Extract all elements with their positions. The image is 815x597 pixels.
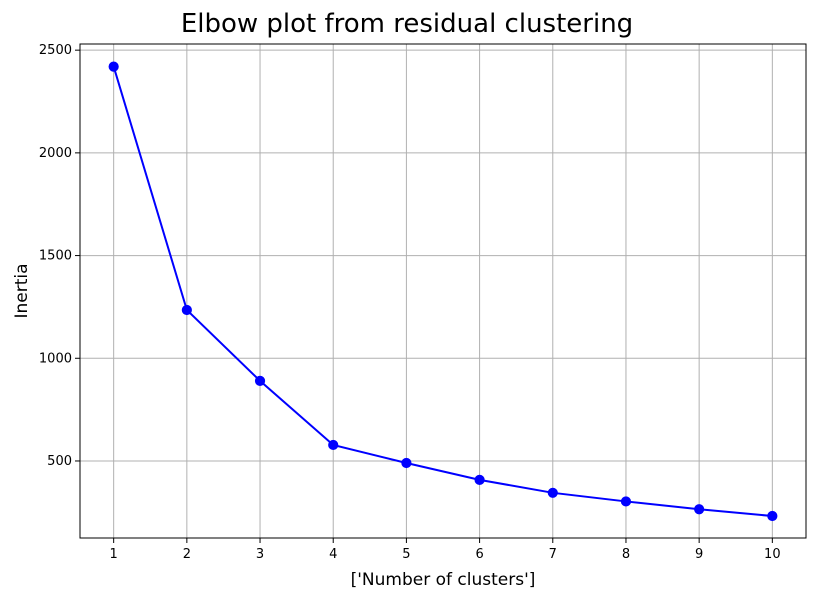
data-point-5 xyxy=(401,457,412,469)
x-axis-label: ['Number of clusters'] xyxy=(351,570,536,590)
x-tick-label: 3 xyxy=(256,547,264,562)
y-tick-label: 1000 xyxy=(39,351,72,366)
series-layer xyxy=(108,61,778,522)
x-tick-label: 7 xyxy=(549,547,557,562)
x-tick-label: 6 xyxy=(475,547,483,562)
x-tick-label: 9 xyxy=(695,547,703,562)
data-point-10 xyxy=(767,510,778,522)
data-point-1 xyxy=(108,61,119,72)
plot-frame xyxy=(79,43,807,539)
y-tick-label: 1500 xyxy=(39,249,72,264)
y-tick-label: 500 xyxy=(47,454,72,469)
data-point-4 xyxy=(328,439,339,451)
x-tick-label: 4 xyxy=(329,547,337,562)
chart-title: Elbow plot from residual clustering xyxy=(181,9,633,39)
grid-layer xyxy=(80,44,806,538)
data-point-8 xyxy=(620,496,632,507)
x-tick-label: 8 xyxy=(622,547,630,562)
data-point-2 xyxy=(181,304,192,316)
data-point-9 xyxy=(694,504,705,515)
y-tick-label: 2500 xyxy=(39,43,72,58)
tick-layer: 1 2 3 4 5 6 7 8 9 10 500 1000 1500 2000 2500 xyxy=(39,43,781,562)
data-point-7 xyxy=(547,487,558,498)
x-tick-label: 2 xyxy=(183,547,191,562)
series-line xyxy=(112,66,773,518)
x-tick-label: 1 xyxy=(110,547,118,562)
x-tick-label: 5 xyxy=(402,547,410,562)
data-point-3 xyxy=(254,375,266,386)
x-tick-label: 10 xyxy=(764,547,781,562)
data-point-6 xyxy=(474,474,485,485)
y-tick-label: 2000 xyxy=(39,146,72,161)
y-axis-label: Inertia xyxy=(12,263,32,318)
